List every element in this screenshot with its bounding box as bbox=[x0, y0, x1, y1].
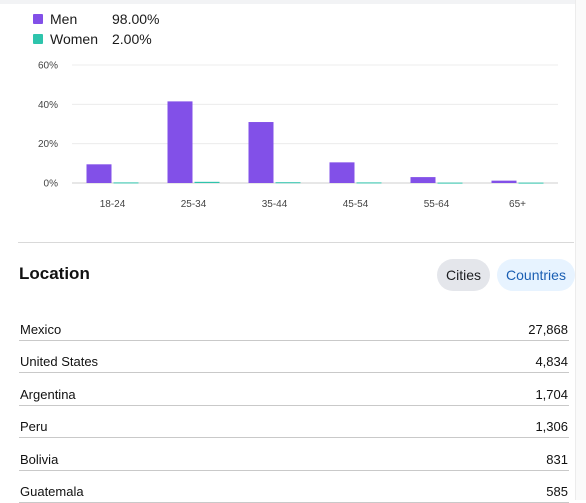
bar-men[interactable] bbox=[330, 162, 355, 183]
bar-men[interactable] bbox=[411, 177, 436, 183]
chart-grid bbox=[72, 65, 558, 183]
chart-bars bbox=[87, 101, 544, 183]
x-tick-label: 25-34 bbox=[181, 199, 207, 210]
bar-men[interactable] bbox=[492, 181, 517, 183]
bar-women[interactable] bbox=[195, 182, 220, 183]
x-tick-label: 35-44 bbox=[262, 199, 288, 210]
x-axis-ticks: 18-24 25-34 35-44 45-54 55-64 65+ bbox=[100, 199, 526, 210]
legend-value: 2.00% bbox=[112, 31, 172, 47]
x-tick-label: 55-64 bbox=[424, 199, 450, 210]
x-tick-label: 18-24 bbox=[100, 199, 126, 210]
location-row: Mexico 27,868 bbox=[19, 308, 569, 341]
chart-legend: Men 98.00% Women 2.00% bbox=[33, 9, 172, 49]
men-swatch bbox=[33, 14, 43, 24]
location-count: 1,704 bbox=[535, 387, 568, 402]
y-tick-label: 60% bbox=[38, 61, 58, 72]
bar-women[interactable] bbox=[519, 183, 544, 184]
legend-label: Men bbox=[50, 11, 112, 27]
location-count: 4,834 bbox=[535, 354, 568, 369]
location-row: Bolivia 831 bbox=[19, 438, 569, 471]
tab-countries[interactable]: Countries bbox=[497, 259, 575, 291]
bar-men[interactable] bbox=[87, 164, 112, 183]
y-tick-label: 20% bbox=[38, 139, 58, 150]
women-swatch bbox=[33, 34, 43, 44]
location-list: Mexico 27,868 United States 4,834 Argentina 1… bbox=[19, 308, 569, 503]
location-name: Mexico bbox=[20, 322, 61, 337]
location-count: 1,306 bbox=[535, 419, 568, 434]
scroll-gutter bbox=[575, 0, 586, 500]
location-count: 831 bbox=[546, 452, 568, 467]
legend-value: 98.00% bbox=[112, 11, 172, 27]
bar-men[interactable] bbox=[249, 122, 274, 183]
location-count: 585 bbox=[546, 484, 568, 499]
location-name: Bolivia bbox=[20, 452, 58, 467]
top-edge bbox=[0, 0, 576, 4]
location-name: Guatemala bbox=[20, 484, 84, 499]
location-name: United States bbox=[20, 354, 98, 369]
legend-label: Women bbox=[50, 31, 112, 47]
x-tick-label: 45-54 bbox=[343, 199, 369, 210]
legend-item-men: Men 98.00% bbox=[33, 9, 172, 29]
location-row: Guatemala 585 bbox=[19, 471, 569, 503]
location-title: Location bbox=[19, 264, 90, 284]
location-row: Peru 1,306 bbox=[19, 406, 569, 439]
y-tick-label: 0% bbox=[44, 179, 59, 190]
bar-women[interactable] bbox=[276, 182, 301, 183]
age-gender-bar-chart: 60% 40% 20% 0% 18-24 25-34 35-44 45-54 55-64 65+ bbox=[0, 50, 576, 220]
bar-women[interactable] bbox=[438, 183, 463, 184]
y-tick-label: 40% bbox=[38, 100, 58, 111]
location-count: 27,868 bbox=[528, 322, 568, 337]
bar-women[interactable] bbox=[114, 182, 139, 183]
location-row: United States 4,834 bbox=[19, 341, 569, 374]
location-name: Argentina bbox=[20, 387, 76, 402]
x-tick-label: 65+ bbox=[509, 199, 526, 210]
y-axis-ticks: 60% 40% 20% 0% bbox=[38, 61, 58, 190]
section-divider bbox=[18, 242, 574, 243]
legend-item-women: Women 2.00% bbox=[33, 29, 172, 49]
bar-women[interactable] bbox=[357, 182, 382, 183]
bar-men[interactable] bbox=[168, 101, 193, 183]
location-row: Argentina 1,704 bbox=[19, 373, 569, 406]
location-name: Peru bbox=[20, 419, 47, 434]
tab-cities[interactable]: Cities bbox=[437, 259, 490, 291]
